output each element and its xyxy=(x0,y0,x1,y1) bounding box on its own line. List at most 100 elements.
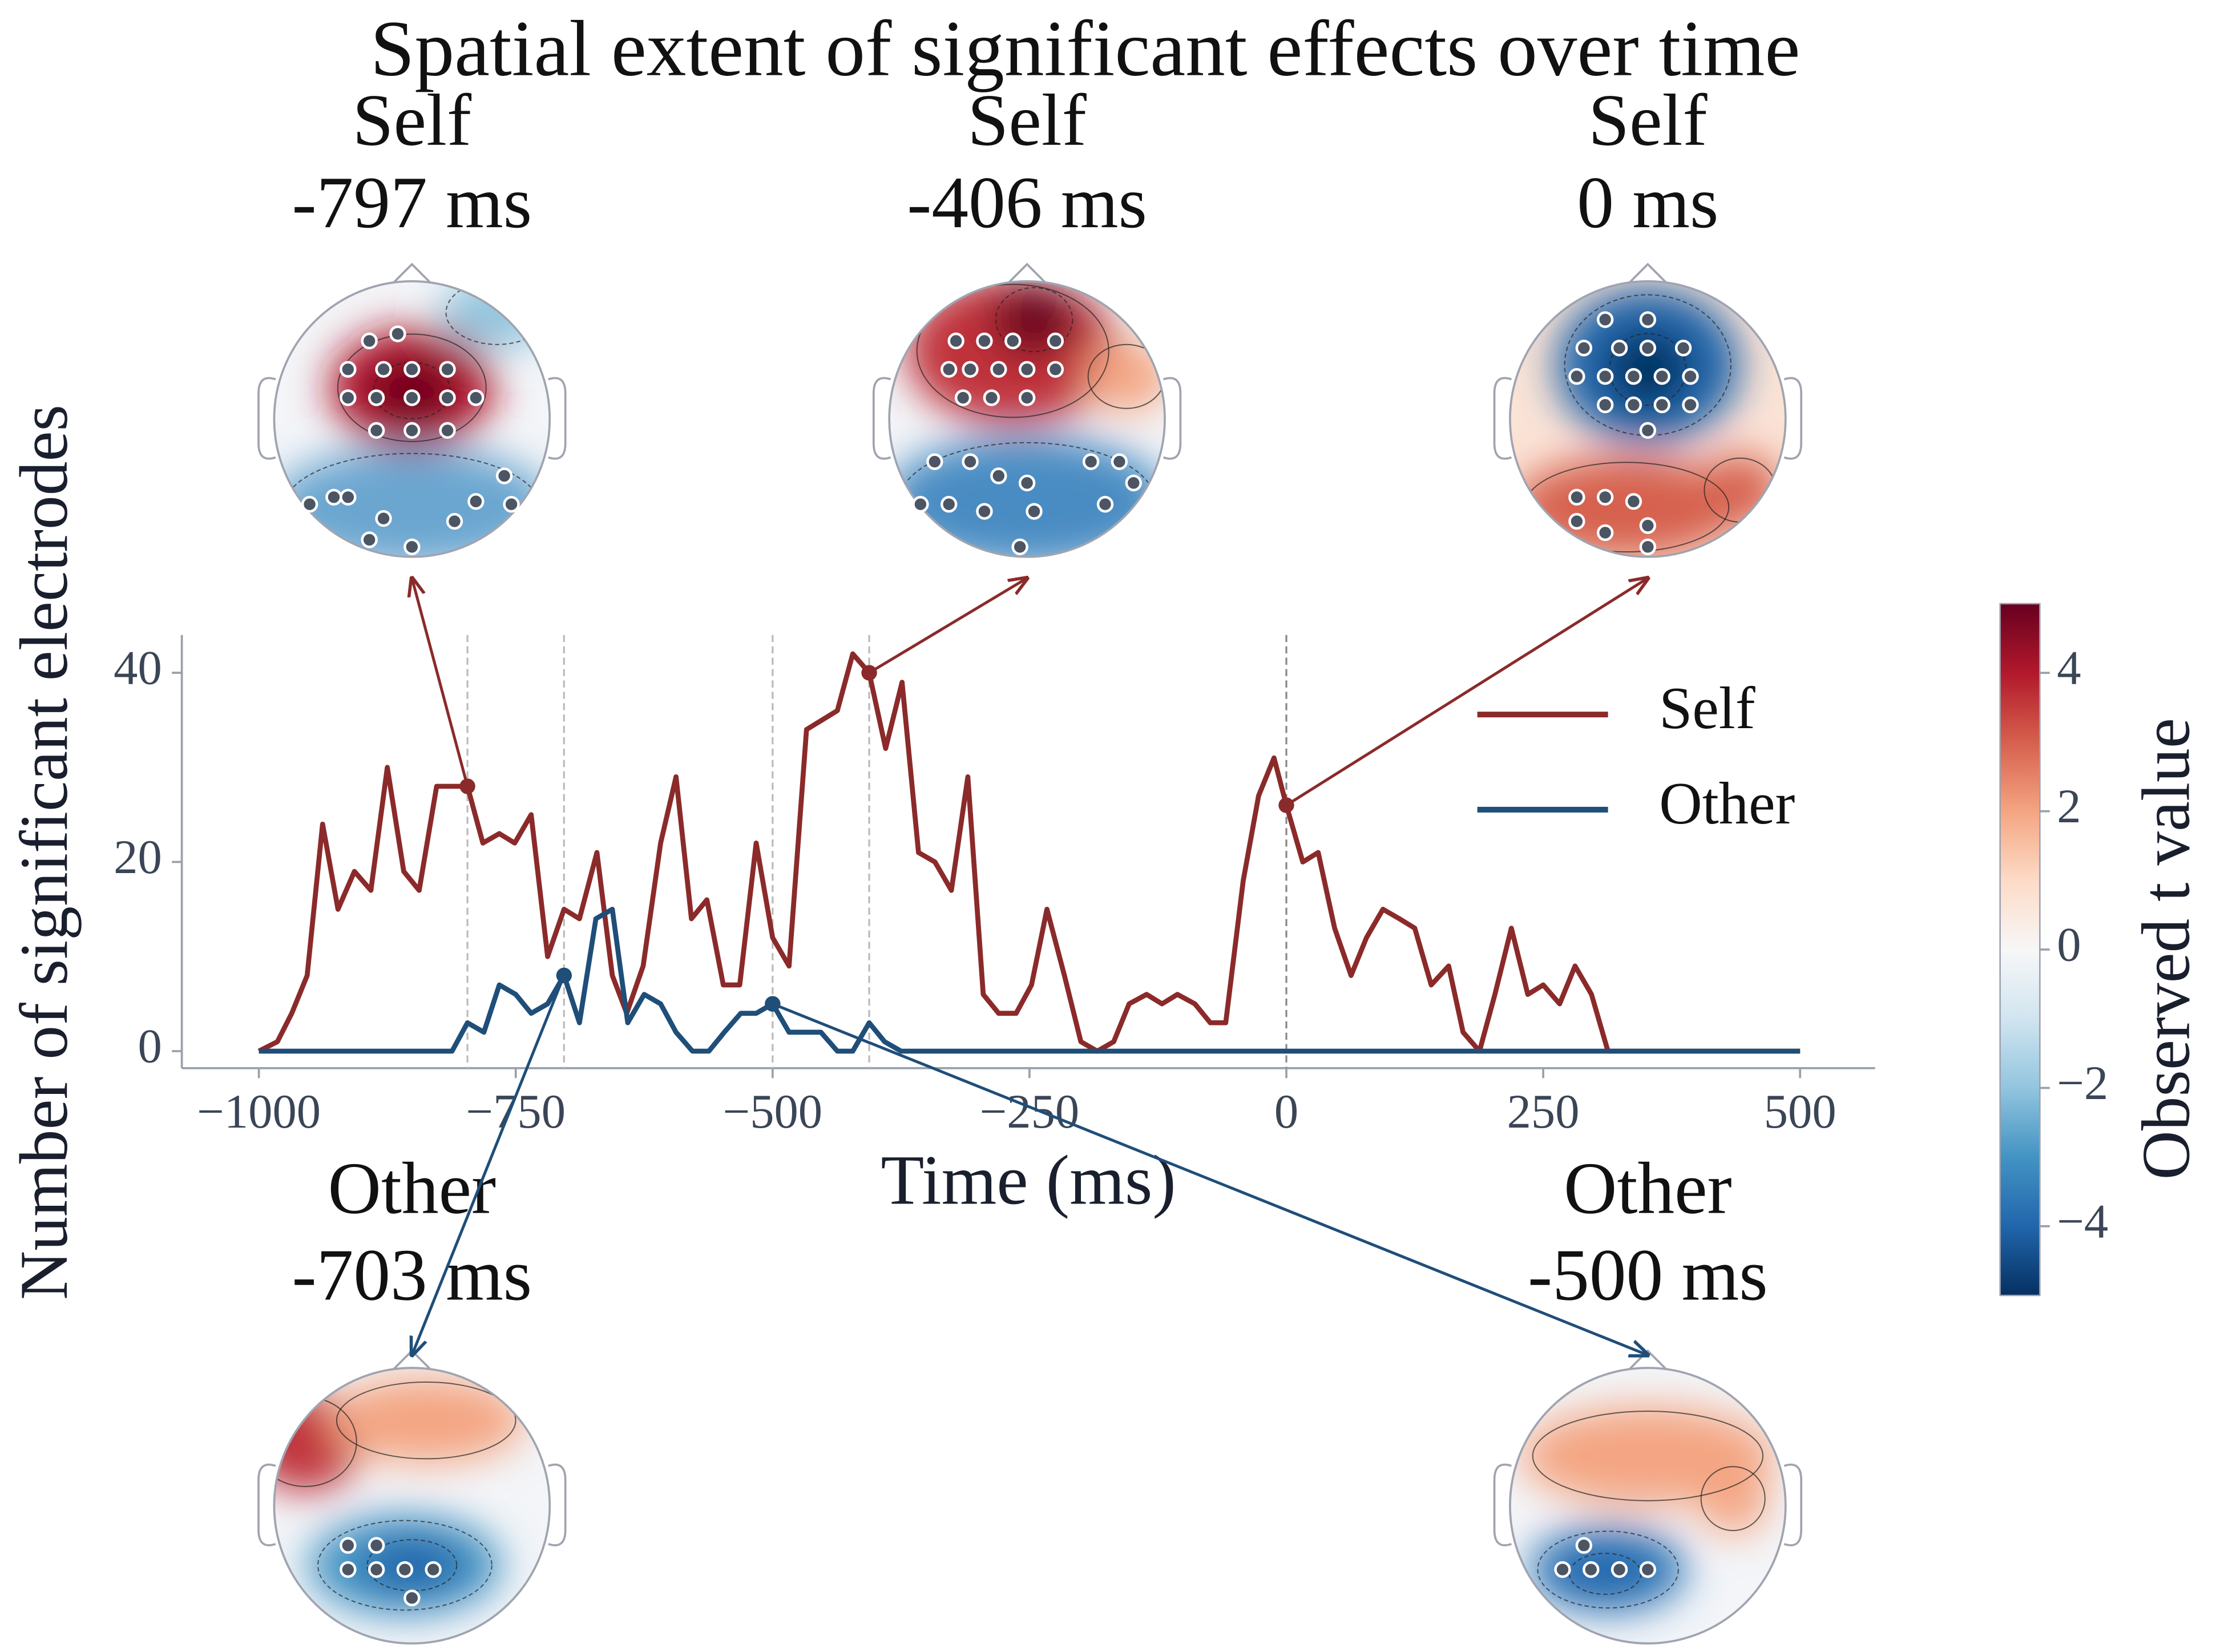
head-ear xyxy=(872,377,891,460)
electrode xyxy=(389,325,406,342)
electrode xyxy=(1639,538,1657,556)
colorbar-label: Observed t value xyxy=(2129,718,2204,1180)
legend-label: Other xyxy=(1659,770,1795,837)
electrode xyxy=(1639,517,1657,534)
contour xyxy=(1532,1411,1763,1501)
contour xyxy=(317,1520,493,1611)
electrode xyxy=(403,538,421,556)
electrode xyxy=(983,389,1000,406)
topomap-title: Other xyxy=(1564,1148,1732,1229)
electrode xyxy=(962,453,979,470)
electrode xyxy=(1096,496,1114,513)
electrode xyxy=(1639,311,1657,328)
head-ear xyxy=(1783,1463,1803,1546)
head-ear xyxy=(1163,377,1182,460)
annotation-arrow xyxy=(868,578,1027,674)
electrode xyxy=(495,467,513,484)
head-outline xyxy=(273,280,551,558)
topomap-blob xyxy=(440,281,550,348)
contour xyxy=(337,333,487,442)
contour xyxy=(1087,344,1165,409)
contour xyxy=(916,284,1109,418)
head-outline xyxy=(888,280,1166,558)
series-line xyxy=(259,907,1801,1054)
colorbar xyxy=(1999,603,2041,1296)
head-ear xyxy=(1493,377,1512,460)
electrode xyxy=(1597,488,1614,506)
head-ear xyxy=(548,1463,567,1546)
electrode xyxy=(340,488,357,506)
electrode xyxy=(396,1561,414,1578)
colorbar-tick-label: 0 xyxy=(2057,918,2081,971)
topomap-title: Other xyxy=(328,1148,496,1229)
contour xyxy=(1537,1530,1679,1609)
electrode xyxy=(1111,453,1128,470)
y-tick-label: 20 xyxy=(114,831,162,884)
electrode xyxy=(941,496,958,513)
colorbar-tick-label: −4 xyxy=(2057,1195,2108,1248)
electrode xyxy=(1047,332,1064,350)
electrode xyxy=(446,512,463,530)
head-ear xyxy=(1783,377,1803,460)
electrode xyxy=(1026,503,1043,520)
y-tick-label: 40 xyxy=(114,641,162,694)
electrode xyxy=(467,389,485,406)
highlight-point xyxy=(861,665,877,681)
electrode xyxy=(1568,488,1585,506)
head-nose xyxy=(1627,262,1669,285)
electrode xyxy=(361,332,378,350)
electrode xyxy=(1125,474,1142,492)
electrode xyxy=(976,332,993,350)
electrode xyxy=(361,531,378,548)
contour xyxy=(1700,1466,1766,1532)
topomap xyxy=(1493,1349,1803,1645)
electrode xyxy=(340,1537,357,1554)
topomap-blob xyxy=(326,1378,526,1463)
electrode xyxy=(301,496,318,513)
electrode xyxy=(368,1561,385,1578)
x-tick-label: 250 xyxy=(1507,1085,1580,1138)
electrode xyxy=(375,510,392,527)
electrode xyxy=(340,361,357,378)
topomap-title: Self xyxy=(967,79,1087,161)
electrode xyxy=(1682,396,1699,414)
electrode xyxy=(1639,1561,1657,1578)
x-tick-label: −1000 xyxy=(197,1085,321,1138)
highlight-point xyxy=(556,967,572,984)
electrode xyxy=(1674,340,1692,357)
topomap-field xyxy=(274,1368,550,1643)
electrode xyxy=(1583,1561,1600,1578)
electrode xyxy=(439,422,456,439)
topomap-blob xyxy=(1084,341,1165,412)
electrode xyxy=(1597,368,1614,385)
x-axis-label: Time (ms) xyxy=(881,1141,1176,1219)
colorbar-tick-label: 4 xyxy=(2057,642,2081,695)
electrode xyxy=(1610,1561,1628,1578)
electrode xyxy=(340,389,357,406)
head-nose xyxy=(391,262,433,285)
electrode xyxy=(1597,524,1614,542)
electrode xyxy=(1575,1537,1593,1554)
topomap-field xyxy=(889,281,1165,557)
head-outline xyxy=(1509,280,1787,558)
electrode xyxy=(1597,396,1614,414)
electrode xyxy=(941,361,958,378)
electrode xyxy=(1597,311,1614,328)
electrode xyxy=(1653,368,1670,385)
electrode xyxy=(1610,340,1628,357)
electrode xyxy=(1047,361,1064,378)
electrode xyxy=(1018,474,1036,492)
highlight-point xyxy=(1278,797,1294,813)
head-ear xyxy=(257,1463,276,1546)
electrode xyxy=(403,422,421,439)
electrode xyxy=(375,361,392,378)
head-ear xyxy=(548,377,567,460)
electrode xyxy=(1639,422,1657,439)
contour xyxy=(995,287,1073,353)
electrode xyxy=(467,493,485,510)
electrode xyxy=(368,422,385,439)
legend-label: Self xyxy=(1659,675,1755,741)
electrode xyxy=(340,1561,357,1578)
